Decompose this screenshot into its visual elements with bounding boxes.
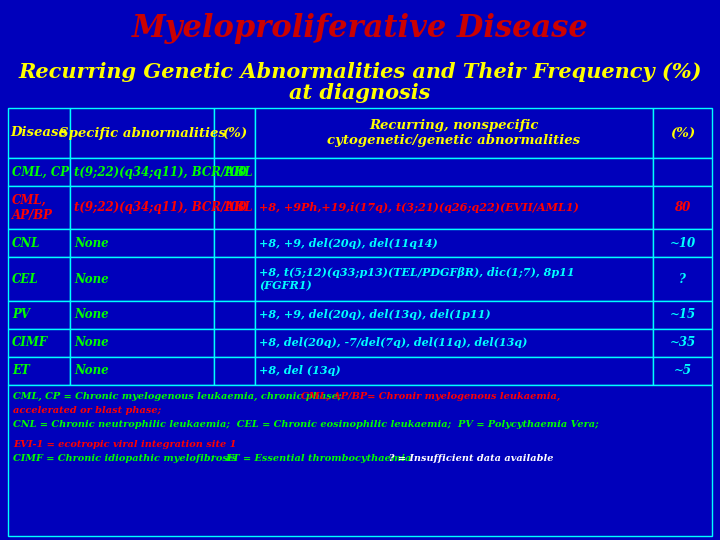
Bar: [653, 108, 712, 158]
Text: ?: ?: [679, 273, 686, 286]
Text: CML, AP/BP= Chronir myelogenous leukaemia,: CML, AP/BP= Chronir myelogenous leukaemi…: [301, 392, 560, 401]
Text: ~5: ~5: [673, 364, 691, 377]
Bar: [255, 329, 653, 357]
Bar: [8, 357, 70, 385]
Text: +8, t(5;12)(q33;p13)(TEL/PDGFβR), dic(1;7), 8p11
(FGFR1): +8, t(5;12)(q33;p13)(TEL/PDGFβR), dic(1;…: [259, 267, 575, 291]
Bar: [653, 158, 712, 186]
Bar: [70, 158, 215, 186]
Text: ~15: ~15: [670, 308, 696, 321]
Text: Specific abnormalities: Specific abnormalities: [58, 126, 225, 139]
Text: Recurring Genetic Abnormalities and Their Frequency (%): Recurring Genetic Abnormalities and Thei…: [18, 62, 702, 82]
Text: CNL: CNL: [12, 237, 40, 250]
Text: +8, +9, del(20q), del(11q14): +8, +9, del(20q), del(11q14): [259, 238, 438, 249]
Text: +8, del(20q), -7/del(7q), del(11q), del(13q): +8, del(20q), -7/del(7q), del(11q), del(…: [259, 338, 528, 348]
Bar: [653, 230, 712, 258]
Text: t(9;22)(q34;q11), BCR/ABL: t(9;22)(q34;q11), BCR/ABL: [74, 201, 253, 214]
Bar: [215, 186, 255, 230]
Bar: [70, 258, 215, 301]
Text: PV: PV: [12, 308, 30, 321]
Bar: [255, 158, 653, 186]
Bar: [70, 329, 215, 357]
Bar: [255, 357, 653, 385]
Text: CIMF = Chronic idiopathic myelofibrosis: CIMF = Chronic idiopathic myelofibrosis: [13, 454, 237, 463]
Bar: [70, 108, 215, 158]
Bar: [8, 301, 70, 329]
Text: None: None: [74, 237, 109, 250]
Text: +8, del (13q): +8, del (13q): [259, 366, 341, 376]
Bar: [255, 230, 653, 258]
Bar: [8, 186, 70, 230]
Text: ? = Insufficient data available: ? = Insufficient data available: [382, 454, 554, 463]
Bar: [8, 329, 70, 357]
Bar: [255, 108, 653, 158]
Text: +8, +9Ph,+19,i(17q), t(3;21)(q26;q22)(EVII/AML1): +8, +9Ph,+19,i(17q), t(3;21)(q26;q22)(EV…: [259, 202, 579, 213]
Bar: [215, 258, 255, 301]
Text: CEL: CEL: [12, 273, 39, 286]
Bar: [255, 301, 653, 329]
Bar: [255, 186, 653, 230]
Bar: [215, 301, 255, 329]
Text: CIMF: CIMF: [12, 336, 48, 349]
Text: CML, CP: CML, CP: [12, 166, 69, 179]
Text: CML, CP = Chronic myelogenous leukaemia, chronic phase;: CML, CP = Chronic myelogenous leukaemia,…: [13, 392, 348, 401]
Text: None: None: [74, 364, 109, 377]
Bar: [215, 108, 255, 158]
Text: (%): (%): [222, 126, 247, 139]
Bar: [215, 158, 255, 186]
Bar: [653, 186, 712, 230]
Text: CML,
AP/BP: CML, AP/BP: [12, 194, 53, 222]
Text: ;: ;: [210, 454, 220, 463]
Bar: [653, 301, 712, 329]
Bar: [70, 357, 215, 385]
Text: +8, +9, del(20q), del(13q), del(1p11): +8, +9, del(20q), del(13q), del(1p11): [259, 309, 491, 320]
Text: ~35: ~35: [670, 336, 696, 349]
Text: Myeloproliferative Disease: Myeloproliferative Disease: [132, 12, 588, 44]
Text: None: None: [74, 336, 109, 349]
Bar: [70, 230, 215, 258]
Text: None: None: [74, 308, 109, 321]
Text: CNL = Chronic neutrophilic leukaemia;  CEL = Chronic eosinophilic leukaemia;  PV: CNL = Chronic neutrophilic leukaemia; CE…: [13, 420, 599, 429]
Bar: [8, 158, 70, 186]
Text: ~10: ~10: [670, 237, 696, 250]
Text: ET: ET: [12, 364, 30, 377]
Text: 100: 100: [222, 201, 247, 214]
Text: EVI-1 = ecotropic viral integration site 1: EVI-1 = ecotropic viral integration site…: [13, 440, 236, 449]
Bar: [70, 186, 215, 230]
Bar: [8, 385, 712, 536]
Text: (%): (%): [670, 126, 695, 139]
Bar: [215, 329, 255, 357]
Text: at diagnosis: at diagnosis: [289, 83, 431, 103]
Bar: [8, 258, 70, 301]
Text: accelerated or blast phase;: accelerated or blast phase;: [13, 406, 161, 415]
Bar: [215, 230, 255, 258]
Bar: [215, 357, 255, 385]
Text: 100: 100: [222, 166, 247, 179]
Text: 80: 80: [675, 201, 690, 214]
Bar: [8, 108, 70, 158]
Text: None: None: [74, 273, 109, 286]
Bar: [8, 230, 70, 258]
Text: Disease: Disease: [11, 126, 68, 139]
Bar: [653, 329, 712, 357]
Text: Recurring, nonspecific
cytogenetic/genetic abnormalities: Recurring, nonspecific cytogenetic/genet…: [328, 119, 580, 147]
Bar: [653, 357, 712, 385]
Bar: [70, 301, 215, 329]
Bar: [255, 258, 653, 301]
Bar: [653, 258, 712, 301]
Text: t(9;22)(q34;q11), BCR/ABL: t(9;22)(q34;q11), BCR/ABL: [74, 166, 253, 179]
Text: ET = Essential thrombocythaemia: ET = Essential thrombocythaemia: [225, 454, 412, 463]
